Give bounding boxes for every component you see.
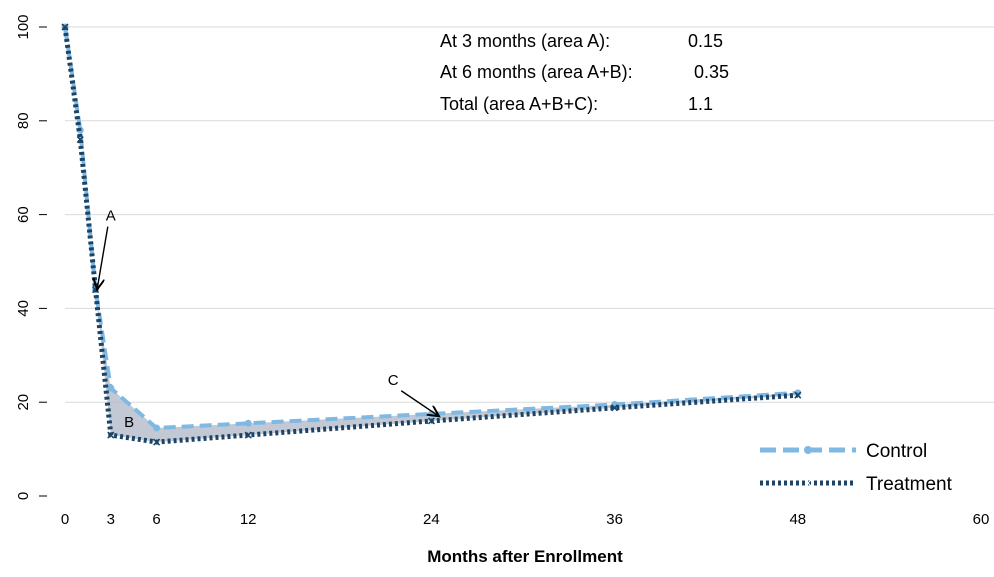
y-tick-label: 60 [15, 206, 32, 223]
x-tick-label: 0 [61, 511, 69, 528]
data-point [153, 424, 161, 432]
x-tick-label: 6 [152, 511, 160, 528]
y-axis: 0 20 40 60 80 100 [15, 14, 47, 500]
point-label-a: A [106, 208, 116, 225]
x-tick-label: 60 [973, 511, 990, 528]
data-point [427, 417, 435, 425]
data-point [611, 404, 619, 412]
series-line-treatment [62, 26, 798, 445]
point-label-b: B [124, 414, 134, 431]
data-point [244, 419, 252, 427]
data-point [61, 23, 69, 31]
x-tick-label: 36 [606, 511, 623, 528]
data-point [794, 391, 802, 399]
y-tick-label: 80 [15, 112, 32, 129]
legend-marker [804, 446, 812, 454]
arrow-c [400, 390, 439, 417]
data-point [244, 431, 252, 439]
shaded-area-between-curves [95, 289, 798, 443]
annotation-value: 1.1 [688, 94, 713, 114]
data-point [107, 431, 115, 439]
y-tick-label: 100 [15, 14, 32, 39]
y-tick-label: 0 [15, 492, 32, 500]
annotation-value: 0.15 [688, 31, 723, 51]
legend-label-treatment: Treatment [866, 474, 953, 495]
data-point [153, 438, 161, 446]
legend-label-control: Control [866, 441, 927, 462]
grid [65, 26, 994, 403]
data-point [107, 384, 115, 392]
annotation-label: At 3 months (area A): [440, 31, 610, 51]
annotation-value: 0.35 [694, 62, 729, 82]
legend: Control Treatment [760, 441, 953, 495]
annotation-label: Total (area A+B+C): [440, 94, 598, 114]
x-tick-label: 24 [423, 511, 440, 528]
series-lines [61, 23, 802, 446]
area-annotations: At 3 months (area A): 0.15 At 6 months (ar… [440, 31, 729, 114]
arrow-a [97, 226, 109, 290]
x-tick-label: 48 [789, 511, 806, 528]
x-tick-label: 3 [107, 511, 115, 528]
series-line-control [63, 26, 798, 431]
data-point [76, 135, 84, 144]
point-label-c: C [388, 372, 399, 389]
shaded-area [95, 289, 798, 443]
point-labels: A B C [97, 208, 439, 431]
legend-marker [804, 479, 812, 487]
y-tick-label: 20 [15, 394, 32, 411]
annotation-label: At 6 months (area A+B): [440, 62, 633, 82]
x-tick-label: 12 [240, 511, 257, 528]
y-tick-label: 40 [15, 300, 32, 317]
x-axis: 0 3 6 12 24 36 48 60 [61, 511, 990, 528]
x-axis-title: Months after Enrollment [427, 547, 623, 566]
